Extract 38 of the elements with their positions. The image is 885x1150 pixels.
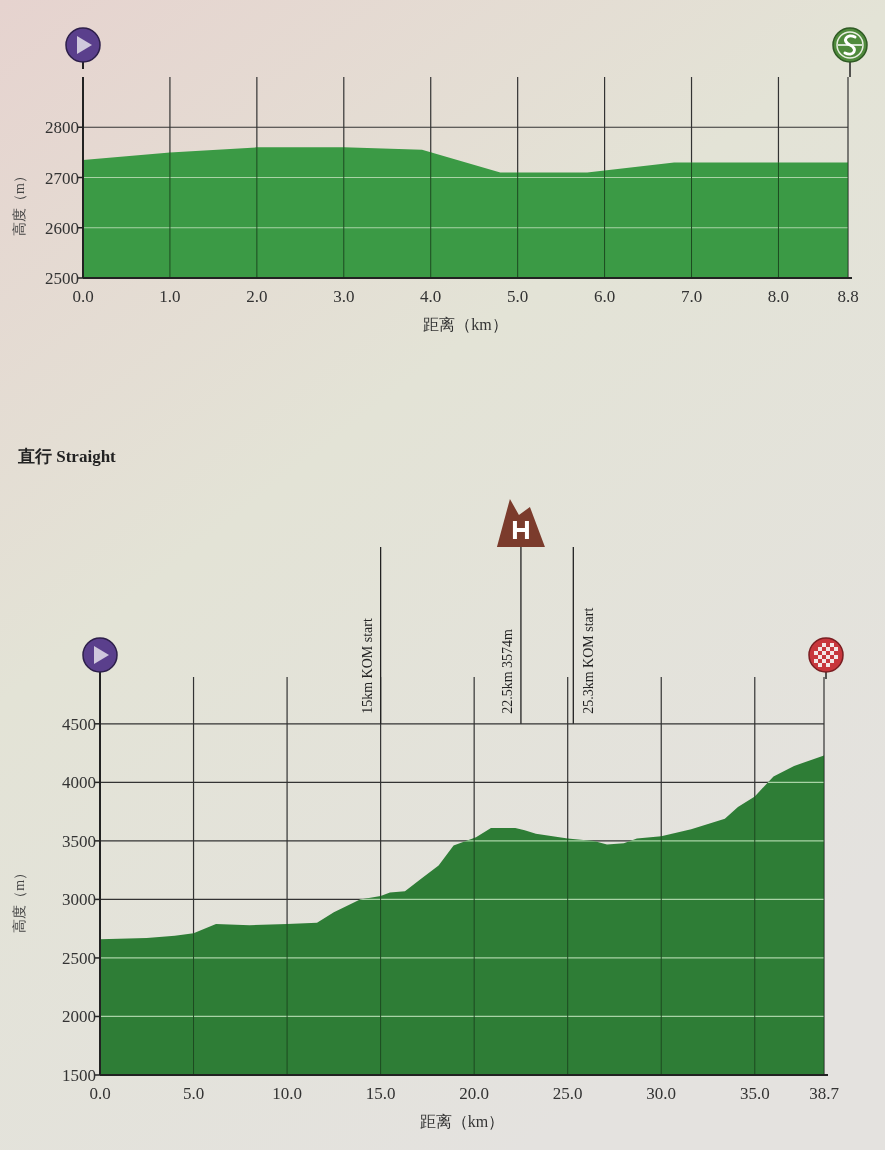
x-tick-label: 5.0 <box>507 287 529 306</box>
y-tick-label: 4000 <box>62 773 96 793</box>
ref-line-label: 15km KOM start <box>359 618 375 714</box>
x-tick-label: 20.0 <box>459 1084 490 1103</box>
x-tick-label: 10.0 <box>272 1084 302 1103</box>
x-tick-label: 5.0 <box>182 1084 205 1103</box>
x-tick-label: 8.8 <box>837 287 859 306</box>
y-tick-label: 3500 <box>62 831 96 851</box>
x-tick-label: 15.0 <box>365 1084 396 1103</box>
x-tick-label: 0.0 <box>89 1084 111 1103</box>
x-axis-title: 距离（km） <box>419 1113 505 1130</box>
y-tick-label: 2700 <box>45 168 79 188</box>
chart-title: 直行 Straight <box>17 447 117 466</box>
y-axis-title: 高度（m） <box>12 865 27 933</box>
x-tick-label: 3.0 <box>333 287 355 306</box>
x-axis-title: 距离（km） <box>423 316 508 333</box>
x-tick-label: 4.0 <box>420 287 442 306</box>
y-tick-label: 2800 <box>45 118 79 138</box>
x-tick-label: 6.0 <box>593 287 616 306</box>
y-tick-label: 2500 <box>62 948 96 968</box>
x-tick-label: 8.0 <box>767 287 790 306</box>
ref-line-label: 25.3km KOM start <box>581 607 597 714</box>
x-tick-label: 25.0 <box>552 1084 583 1103</box>
y-axis-title: 高度（m） <box>12 169 27 237</box>
x-tick-label: 30.0 <box>646 1084 677 1103</box>
y-tick-label: 2600 <box>45 218 79 238</box>
y-tick-label: 4500 <box>62 714 96 734</box>
ref-line-label: 22.5km 3574m <box>499 628 515 714</box>
x-tick-label: 1.0 <box>159 287 181 306</box>
y-tick-label: 3000 <box>62 890 96 910</box>
x-tick-label: 35.0 <box>739 1084 770 1103</box>
y-tick-label: 1500 <box>62 1066 96 1085</box>
x-tick-label: 38.7 <box>809 1084 840 1103</box>
x-tick-label: 7.0 <box>680 287 703 306</box>
y-tick-label: 2500 <box>45 269 79 288</box>
x-tick-label: 2.0 <box>246 287 268 306</box>
x-tick-label: 0.0 <box>72 287 94 306</box>
y-tick-label: 2000 <box>62 1007 96 1027</box>
